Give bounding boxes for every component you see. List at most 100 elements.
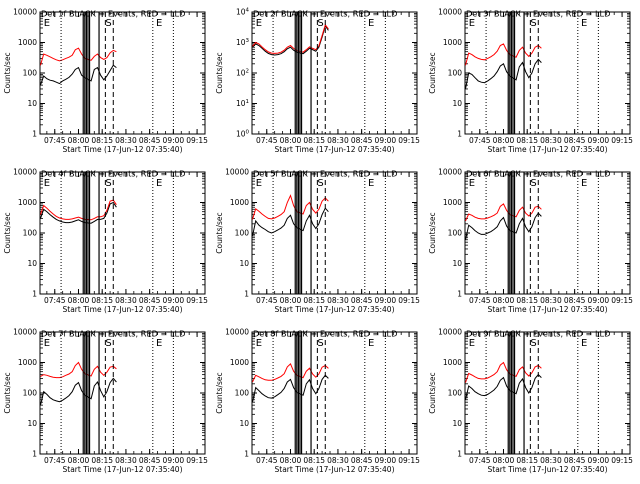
x-tick-label: 08:00 <box>68 136 90 145</box>
y-tick-label: 1000 <box>230 198 249 207</box>
x-tick-label: 08:15 <box>303 456 325 465</box>
y-axis-label: Counts/sec <box>215 52 224 93</box>
x-tick-label: 08:00 <box>280 136 302 145</box>
x-tick-label: 08:45 <box>139 456 161 465</box>
y-tick-label: 1000 <box>18 38 37 47</box>
plot-frame <box>39 331 206 455</box>
x-tick-label: 08:00 <box>493 456 515 465</box>
x-tick-label: 08:45 <box>564 456 586 465</box>
y-tick-label: 10 <box>27 259 37 268</box>
y-tick-label: 10 <box>27 419 37 428</box>
flag-label: E <box>581 18 587 29</box>
x-tick-label: 08:30 <box>115 456 137 465</box>
x-axis-label: Start Time (17-Jun-12 07:35:40) <box>275 305 395 314</box>
flag-label: S <box>105 178 111 189</box>
x-tick-label: 09:15 <box>186 456 208 465</box>
y-tick-label: 10 <box>452 419 462 428</box>
events-series-line <box>465 58 542 89</box>
panel-det-6: Det 6f BLACK = Events, RED = LLD11010010… <box>428 168 633 315</box>
x-tick-label: 09:00 <box>375 456 397 465</box>
y-tick-label: 1000 <box>443 358 462 367</box>
x-tick-label: 08:30 <box>115 296 137 305</box>
x-tick-label: 08:15 <box>91 456 113 465</box>
x-axis-label: Start Time (17-Jun-12 07:35:40) <box>63 145 183 154</box>
events-series-line <box>465 212 542 240</box>
flag-label: E <box>581 178 587 189</box>
y-tick-label: 1000 <box>18 198 37 207</box>
plot-frame <box>251 171 418 295</box>
panel-det-1: Det 1f BLACK = Events, RED = LLD11010010… <box>3 8 208 155</box>
x-tick-label: 09:15 <box>398 296 420 305</box>
x-tick-label: 08:15 <box>516 136 538 145</box>
x-tick-label: 09:00 <box>163 296 185 305</box>
events-series-line <box>252 207 329 237</box>
x-tick-label: 08:30 <box>115 136 137 145</box>
y-tick-label: 1 <box>32 130 37 139</box>
x-tick-label: 08:45 <box>351 296 373 305</box>
y-tick-label: 102 <box>236 69 249 78</box>
flag-label: E <box>256 18 262 29</box>
x-axis-label: Start Time (17-Jun-12 07:35:40) <box>275 145 395 154</box>
y-tick-label: 104 <box>236 8 250 17</box>
x-axis-label: Start Time (17-Jun-12 07:35:40) <box>488 305 608 314</box>
y-tick-label: 10 <box>27 99 37 108</box>
x-tick-label: 08:00 <box>493 296 515 305</box>
x-tick-label: 08:45 <box>564 296 586 305</box>
y-tick-label: 1 <box>457 130 462 139</box>
x-tick-label: 08:15 <box>516 456 538 465</box>
y-tick-label: 1000 <box>230 358 249 367</box>
series-group <box>252 363 329 403</box>
events-series-line <box>40 64 117 86</box>
lld-series-line <box>465 43 542 66</box>
flag-label: E <box>368 338 374 349</box>
x-tick-label: 08:00 <box>280 296 302 305</box>
y-tick-label: 10 <box>452 99 462 108</box>
x-tick-label: 09:00 <box>588 456 610 465</box>
y-tick-label: 10000 <box>438 328 462 337</box>
series-group <box>40 361 117 406</box>
y-tick-label: 1000 <box>443 38 462 47</box>
x-axis-label: Start Time (17-Jun-12 07:35:40) <box>63 305 183 314</box>
x-tick-label: 08:45 <box>139 296 161 305</box>
flag-label: E <box>368 18 374 29</box>
flag-label: E <box>44 338 50 349</box>
lld-series-line <box>40 47 117 66</box>
y-tick-label: 100 <box>448 389 463 398</box>
flag-label: E <box>44 18 50 29</box>
plot-frame <box>464 171 631 295</box>
series-group <box>252 194 329 237</box>
plot-frame <box>251 11 418 135</box>
flag-label: E <box>156 18 162 29</box>
x-tick-label: 08:15 <box>91 296 113 305</box>
panel-det-5: Det 5f BLACK = Events, RED = LLD11010010… <box>215 168 420 315</box>
x-tick-label: 08:00 <box>68 296 90 305</box>
x-tick-label: 08:45 <box>351 136 373 145</box>
x-axis-label: Start Time (17-Jun-12 07:35:40) <box>488 145 608 154</box>
x-tick-label: 09:00 <box>163 136 185 145</box>
y-tick-label: 1 <box>32 450 37 459</box>
x-axis-label: Start Time (17-Jun-12 07:35:40) <box>488 465 608 474</box>
y-axis-label: Counts/sec <box>428 212 437 253</box>
flag-label: E <box>368 178 374 189</box>
x-tick-label: 08:30 <box>540 296 562 305</box>
panel-det-7: Det 7f BLACK = Events, RED = LLD11010010… <box>3 328 208 475</box>
flag-label: E <box>44 178 50 189</box>
y-tick-label: 1 <box>457 450 462 459</box>
y-tick-label: 10000 <box>438 168 462 177</box>
y-axis-label: Counts/sec <box>3 372 12 413</box>
flag-label: S <box>317 18 323 29</box>
lld-series-line <box>465 361 542 383</box>
x-tick-label: 09:15 <box>611 136 633 145</box>
y-axis-label: Counts/sec <box>215 212 224 253</box>
flag-label: S <box>105 18 111 29</box>
y-axis-label: Counts/sec <box>3 212 12 253</box>
y-tick-label: 1 <box>32 290 37 299</box>
panel-det-9: Det 9f BLACK = Events, RED = LLD11010010… <box>428 328 633 475</box>
y-axis-label: Counts/sec <box>428 52 437 93</box>
x-axis-label: Start Time (17-Jun-12 07:35:40) <box>275 465 395 474</box>
x-tick-label: 09:15 <box>186 296 208 305</box>
x-tick-label: 09:15 <box>611 456 633 465</box>
y-tick-label: 10000 <box>13 168 37 177</box>
y-tick-label: 100 <box>236 130 250 139</box>
series-group <box>252 23 329 56</box>
